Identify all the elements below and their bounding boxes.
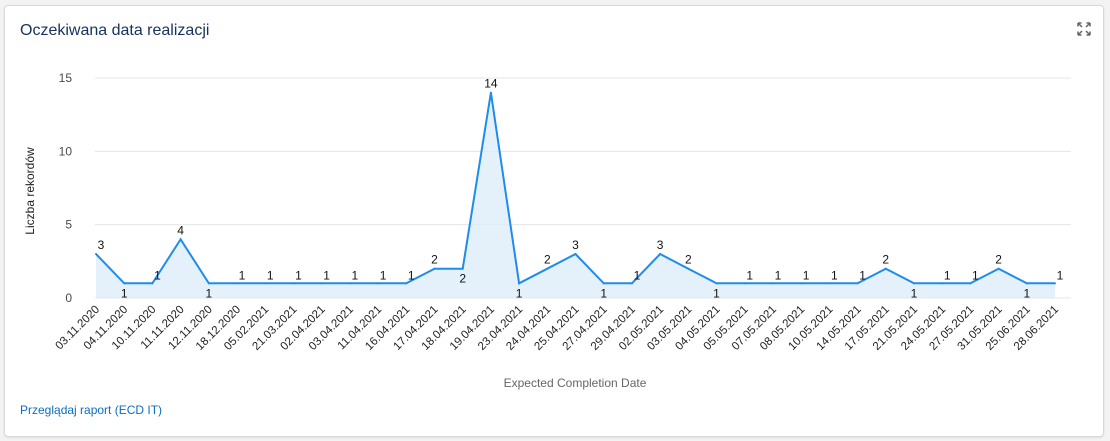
data-point[interactable] [348,282,351,285]
data-label: 1 [380,268,387,282]
data-label: 1 [634,268,641,282]
card-title: Oczekiwana data realizacji [20,22,210,39]
data-label: 1 [972,268,979,282]
data-label: 1 [775,268,782,282]
data-point[interactable] [687,267,690,270]
data-point[interactable] [377,282,380,285]
data-label: 1 [267,268,274,282]
data-point[interactable] [659,253,662,255]
data-point[interactable] [546,267,549,270]
data-point[interactable] [856,282,859,285]
data-point[interactable] [969,282,972,285]
data-points [95,91,1056,285]
data-point[interactable] [236,282,239,285]
y-tick-label: 10 [59,144,73,158]
data-label: 1 [295,268,302,282]
data-point[interactable] [489,91,492,94]
data-point[interactable] [630,282,633,285]
data-point[interactable] [743,282,746,285]
data-point[interactable] [602,282,605,285]
data-label: 1 [1057,268,1064,282]
data-label: 1 [803,268,810,282]
data-label: 2 [995,253,1002,267]
data-point[interactable] [518,282,521,285]
data-label: 1 [1023,286,1030,300]
data-label: 2 [544,253,551,267]
data-label: 1 [121,286,128,300]
data-label: 1 [154,268,161,282]
data-point[interactable] [912,282,915,285]
data-point[interactable] [715,282,718,285]
data-point[interactable] [828,282,831,285]
data-label: 1 [239,268,246,282]
data-point[interactable] [320,282,323,285]
x-axis-ticks: 03.11.202004.11.202010.11.202011.11.2020… [54,304,1062,353]
data-label: 3 [98,238,105,252]
data-label: 1 [408,268,415,282]
data-point[interactable] [179,238,182,241]
data-label: 1 [944,268,951,282]
data-label: 1 [713,286,720,300]
data-point[interactable] [433,267,436,270]
data-point[interactable] [1025,282,1028,285]
data-point[interactable] [292,282,295,285]
y-tick-label: 5 [65,218,72,232]
data-point[interactable] [771,282,774,285]
data-label: 1 [859,268,866,282]
data-point[interactable] [207,282,210,285]
data-label: 2 [882,253,889,267]
data-point[interactable] [884,267,887,270]
y-tick-label: 0 [65,291,72,305]
y-axis-title: Liczba rekordów [23,147,37,235]
y-axis-ticks: 0 5 10 15 [59,71,73,305]
data-label: 1 [205,286,212,300]
y-tick-label: 15 [59,71,73,85]
data-point[interactable] [1054,282,1056,285]
data-label: 1 [600,286,607,300]
view-report-link[interactable]: Przeglądaj raport (ECD IT) [20,403,163,417]
data-point[interactable] [264,282,267,285]
data-point[interactable] [574,253,577,255]
data-label: 14 [484,77,498,91]
data-point[interactable] [95,253,97,255]
x-axis-title: Expected Completion Date [504,376,647,390]
data-label: 1 [352,268,359,282]
data-label: 3 [657,238,664,252]
data-label: 1 [831,268,838,282]
data-label: 2 [431,253,438,267]
data-label: 1 [323,268,330,282]
data-point[interactable] [941,282,944,285]
data-label: 4 [177,223,184,237]
data-point[interactable] [997,267,1000,270]
data-point[interactable] [461,267,464,270]
data-label: 1 [516,286,523,300]
data-point[interactable] [151,282,154,285]
data-point[interactable] [123,282,126,285]
data-label: 2 [459,272,466,286]
expand-arrows-icon[interactable] [1077,22,1091,36]
data-point[interactable] [405,282,408,285]
data-label: 3 [572,238,579,252]
data-label: 1 [911,286,918,300]
data-point[interactable] [800,282,803,285]
data-label: 2 [685,253,692,267]
series-area [96,92,1055,298]
data-label: 1 [746,268,753,282]
